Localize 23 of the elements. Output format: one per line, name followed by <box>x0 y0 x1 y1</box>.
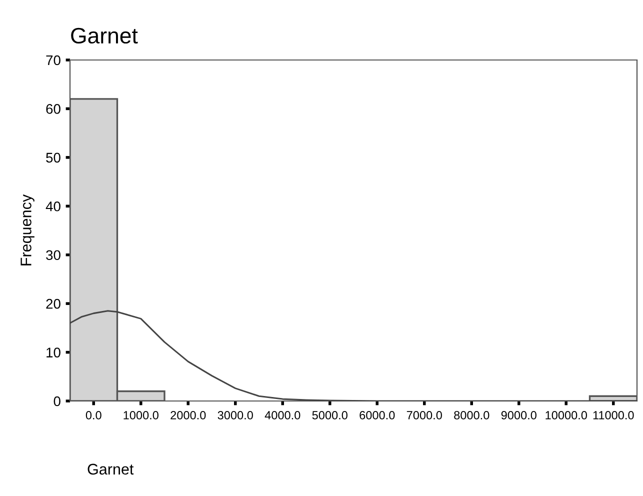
x-tick-label: 5000.0 <box>312 411 348 420</box>
y-tick-label: 0 <box>54 396 60 406</box>
x-tick-label: 0.0 <box>86 411 102 420</box>
x-tick-label: 7000.0 <box>406 411 442 420</box>
x-tick-label: 9000.0 <box>501 411 536 420</box>
x-tick-label: 2000.0 <box>170 411 206 420</box>
y-tick-label: 60 <box>46 104 60 114</box>
y-tick-label: 40 <box>46 201 60 212</box>
y-tick-label: 10 <box>46 348 60 358</box>
x-tick-label: 10000.0 <box>546 411 587 420</box>
y-tick-label: 30 <box>46 250 60 260</box>
x-tick-label: 11000.0 <box>593 411 634 420</box>
y-tick-label: 20 <box>46 298 60 309</box>
x-axis-title: Garnet <box>88 464 134 475</box>
y-axis-title: Frequency <box>20 194 34 266</box>
x-tick-label: 4000.0 <box>264 411 300 420</box>
y-tick-label: 70 <box>46 55 60 66</box>
x-tick-label: 1000.0 <box>124 411 158 420</box>
chart-title: Garnet <box>71 28 138 44</box>
x-tick-label: 3000.0 <box>218 411 253 420</box>
x-tick-label: 6000.0 <box>360 411 395 420</box>
x-tick-label: 8000.0 <box>454 411 490 420</box>
y-tick-label: 50 <box>46 152 60 163</box>
